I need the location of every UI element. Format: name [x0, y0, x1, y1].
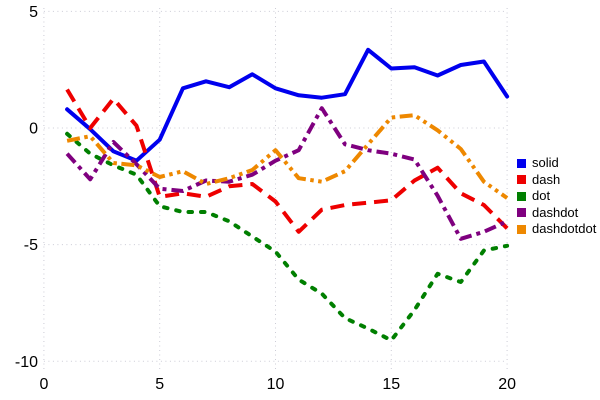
legend-swatch-dashdotdot [517, 224, 526, 234]
legend-label-dash: dash [532, 171, 561, 187]
y-tick-label: -5 [24, 237, 38, 254]
series-line-dot [65, 131, 510, 343]
legend-swatch-solid [517, 158, 526, 168]
legend-label-dot: dot [532, 188, 551, 203]
legend-item-dash: dash [517, 172, 596, 189]
series-line-dashdotdot [66, 113, 509, 200]
x-tick-label: 15 [382, 376, 400, 393]
legend-item-dot: dot [517, 188, 596, 205]
y-tick-label: 5 [29, 4, 38, 21]
y-tick-label: 0 [29, 121, 38, 138]
x-tick-label: 5 [155, 376, 164, 393]
x-tick-label: 20 [498, 376, 516, 393]
legend-label-dashdotdot: dashdotdot [532, 221, 597, 236]
series-line-dashdot [65, 106, 508, 241]
x-tick-label: 0 [39, 376, 48, 393]
legend-label-dashdot: dashdot [532, 204, 579, 220]
legend-swatch-dot [517, 191, 526, 201]
series-line-dash [65, 88, 509, 234]
legend-label-solid: solid [532, 155, 559, 170]
legend-item-solid: solid [517, 155, 596, 172]
legend-item-dashdotdot: dashdotdot [517, 221, 596, 238]
legend-swatch-dashdot [517, 208, 526, 218]
legend: solid dash dot dashdot dashdotdot [517, 155, 596, 238]
legend-item-dashdot: dashdot [517, 205, 596, 222]
y-tick-label: -10 [15, 354, 38, 371]
series-line-solid [65, 47, 510, 163]
legend-swatch-dash [517, 175, 526, 185]
x-tick-label: 10 [267, 376, 285, 393]
